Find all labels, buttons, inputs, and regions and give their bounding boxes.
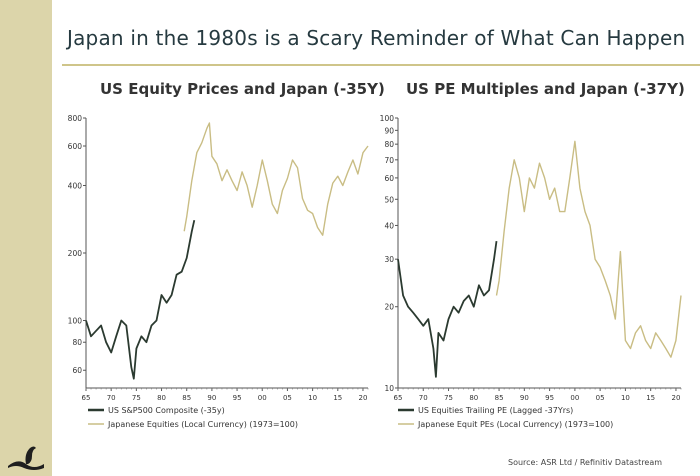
title-divider — [62, 64, 700, 66]
x-tick-label: 05 — [283, 394, 292, 402]
x-tick-label: 65 — [82, 394, 91, 402]
series-line-japan — [183, 122, 369, 236]
y-tick-label: 100 — [68, 317, 83, 326]
x-tick-label: 15 — [333, 394, 342, 402]
y-tick-label: 80 — [72, 338, 82, 347]
x-tick-label: 80 — [157, 394, 166, 402]
x-tick-label: 75 — [132, 394, 141, 402]
y-tick-label: 60 — [72, 366, 82, 375]
x-tick-label: 90 — [207, 394, 216, 402]
source-note: Source: ASR Ltd / Refinitiv Datastream — [508, 458, 663, 467]
swan-logo-icon — [8, 446, 44, 470]
series-line-us — [85, 220, 196, 380]
legend-entry: Japanese Equities (Local Currency) (1973… — [107, 420, 298, 429]
y-tick-label: 800 — [68, 114, 83, 123]
x-tick-label: 20 — [359, 394, 368, 402]
chart-1-title: US Equity Prices and Japan (-35Y) — [100, 80, 385, 98]
chart-2-title: US PE Multiples and Japan (-37Y) — [406, 80, 685, 98]
y-tick-label: 200 — [68, 249, 83, 258]
x-tick-label: 70 — [107, 394, 116, 402]
x-tick-label: 10 — [308, 394, 317, 402]
left-decorative-band — [0, 0, 52, 476]
page-title: Japan in the 1980s is a Scary Reminder o… — [67, 26, 686, 50]
y-tick-label: 400 — [68, 182, 83, 191]
x-tick-label: 85 — [182, 394, 191, 402]
x-tick-label: 95 — [233, 394, 242, 402]
y-tick-label: 600 — [68, 142, 83, 151]
x-tick-label: 00 — [258, 394, 267, 402]
legend-entry: US S&P500 Composite (-35y) — [108, 406, 225, 415]
